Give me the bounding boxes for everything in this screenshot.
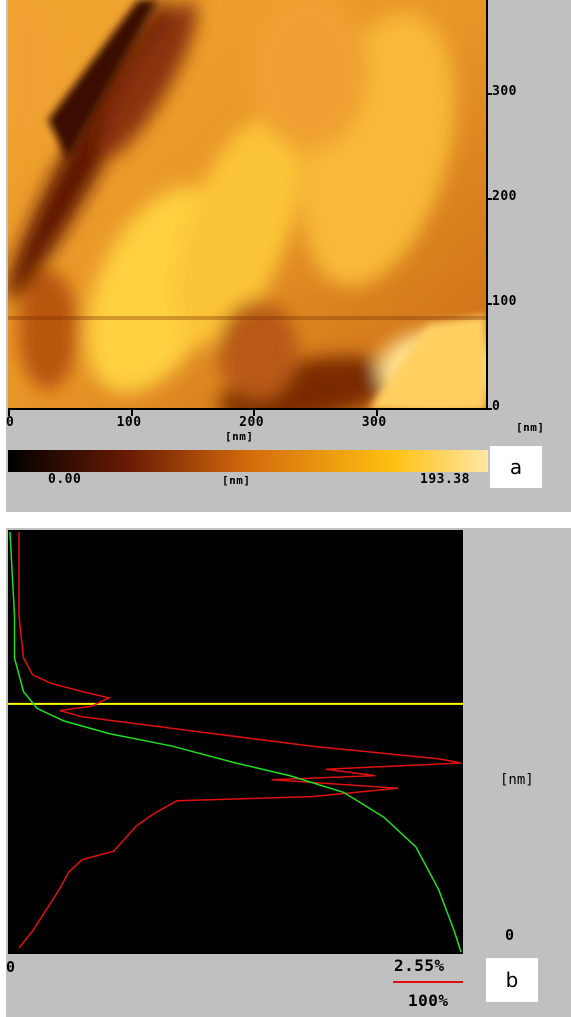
x-tick-mark xyxy=(375,410,378,416)
y-tick-label: 0 xyxy=(492,399,501,414)
x-tick-mark xyxy=(8,410,10,416)
y-tick-mark xyxy=(486,92,492,95)
y-tick-mark xyxy=(486,408,492,410)
y-tick-mark xyxy=(486,197,492,200)
red-scale-label: 2.55% xyxy=(394,956,445,975)
y-tick-label: 300 xyxy=(492,83,517,99)
heatmap-bottom-axis xyxy=(8,408,488,410)
y-zero-label: 0 xyxy=(505,926,515,944)
y-tick-label: 100 xyxy=(492,293,517,309)
colorbar-max-label: 193.38 xyxy=(420,472,470,487)
y-tick-label: 200 xyxy=(492,188,517,204)
height-distribution-plot xyxy=(8,530,463,954)
y-axis-unit: [nm] xyxy=(500,772,534,788)
x-axis-unit-right: [nm] xyxy=(516,421,545,434)
heatmap-right-axis xyxy=(486,0,488,410)
x-tick-label: 300 xyxy=(361,415,387,430)
x-zero-label: 0 xyxy=(6,958,16,976)
x-axis-unit: [nm] xyxy=(225,430,254,443)
x-tick-mark xyxy=(253,410,256,416)
cumulative-series xyxy=(9,531,462,953)
y-tick-mark xyxy=(486,302,492,305)
panel-label-b: b xyxy=(486,958,538,1002)
x-tick-label: 200 xyxy=(239,415,265,430)
colorbar-min-label: 0.00 xyxy=(48,472,82,487)
histogram-series xyxy=(18,532,462,949)
colorbar xyxy=(8,450,488,472)
height-map xyxy=(8,0,486,410)
x-tick-label: 100 xyxy=(116,415,142,430)
panel-label-a: a xyxy=(490,446,542,488)
x-tick-label: 0 xyxy=(6,415,15,430)
x-tick-mark xyxy=(130,410,133,416)
colorbar-unit: [nm] xyxy=(222,474,251,487)
red-scale-underline xyxy=(393,981,463,983)
green-scale-label: 100% xyxy=(408,991,449,1010)
